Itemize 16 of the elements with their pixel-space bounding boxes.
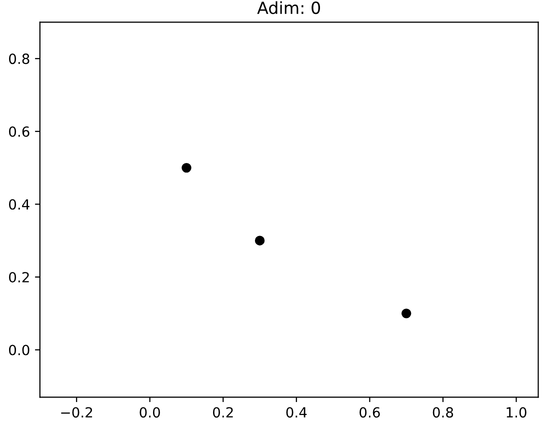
x-tick-label: 0.6 <box>360 407 380 418</box>
y-tick-label: 0.6 <box>9 126 30 137</box>
y-tick-label: 0.4 <box>9 199 30 210</box>
point <box>401 308 412 318</box>
y-tick-label: 0.8 <box>9 54 30 64</box>
chart-title: Adim: 0 <box>257 1 320 14</box>
y-tick-label: 0.2 <box>9 272 29 282</box>
x-tick-label: 0.2 <box>213 407 233 418</box>
x-tick-label: 0.4 <box>286 407 307 418</box>
x-tick-label: 0.0 <box>140 407 160 418</box>
point <box>254 236 265 246</box>
x-tick-label: 1.0 <box>506 407 526 418</box>
y-tick-label: 0.0 <box>9 344 30 356</box>
point <box>182 162 192 173</box>
x-tick-label: 0.8 <box>432 407 454 418</box>
x-tick-label: −0.2 <box>61 407 92 418</box>
